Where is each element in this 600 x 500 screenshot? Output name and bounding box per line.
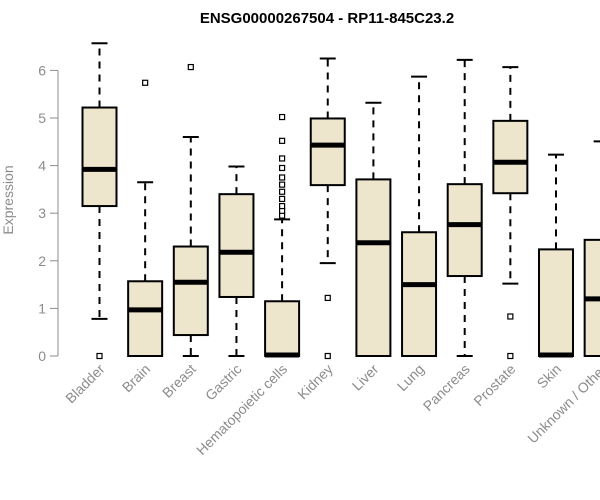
outlier-point [96,352,103,360]
box-7 [355,101,392,357]
y-tick-label: 1 [38,300,46,316]
y-tick-label: 0 [38,348,46,364]
outlier-point [279,155,286,162]
x-tick-label: Hematopoietic cells [193,361,290,458]
x-tick-label: Prostate [470,361,518,409]
outlier-point [187,63,194,71]
box-iqr [218,193,255,298]
box-11 [538,153,574,358]
x-tick-label: Brain [119,361,153,395]
y-tick-label: 6 [38,62,46,78]
outlier-point [507,313,514,320]
x-tick-label: Liver [349,361,382,394]
y-axis: 0 1 2 3 4 5 6 [38,62,59,364]
box-8 [401,75,438,358]
box-2 [127,79,164,358]
y-tick-label: 3 [38,205,46,221]
chart-title: ENSG00000267504 - RP11-845C23.2 [200,10,454,27]
x-tick-label: Bladder [62,361,108,407]
box-5 [264,113,301,358]
box-iqr [355,178,392,357]
box-iqr [127,280,164,358]
box-4 [218,165,255,357]
box-3 [172,63,209,357]
box-iqr [492,119,529,195]
boxes-layer [81,42,600,360]
box-9 [446,58,483,357]
box-12 [583,140,600,357]
outlier-point [279,188,286,195]
outlier-point [324,352,331,360]
outlier-point [279,137,286,144]
box-iqr [538,248,574,358]
y-axis-label: Expression [0,165,16,234]
box-iqr [81,106,118,208]
box-iqr [264,300,301,358]
x-tick-label: Pancreas [420,361,473,414]
outlier-point [279,164,286,172]
box-iqr [172,245,209,337]
x-tick-label: Breast [159,361,199,401]
outlier-point [324,294,331,302]
outlier-point [507,352,514,360]
x-tick-label: Kidney [294,361,336,403]
y-tick-label: 5 [38,110,46,126]
box-10 [492,66,529,360]
outlier-point [279,174,286,181]
outlier-point [279,202,286,210]
outlier-point [279,181,286,188]
x-tick-label: Lung [394,361,427,394]
box-6 [309,57,346,360]
x-tick-label: Gastric [202,361,245,404]
outlier-point [142,79,149,86]
y-tick-label: 4 [38,158,46,174]
box-1 [81,42,118,360]
box-iqr [401,231,438,358]
x-tick-label: Skin [534,361,565,392]
box-iqr [446,183,483,278]
box-iqr [309,117,346,187]
outlier-point [279,113,286,121]
outlier-point [279,195,286,203]
y-tick-label: 2 [38,253,46,269]
